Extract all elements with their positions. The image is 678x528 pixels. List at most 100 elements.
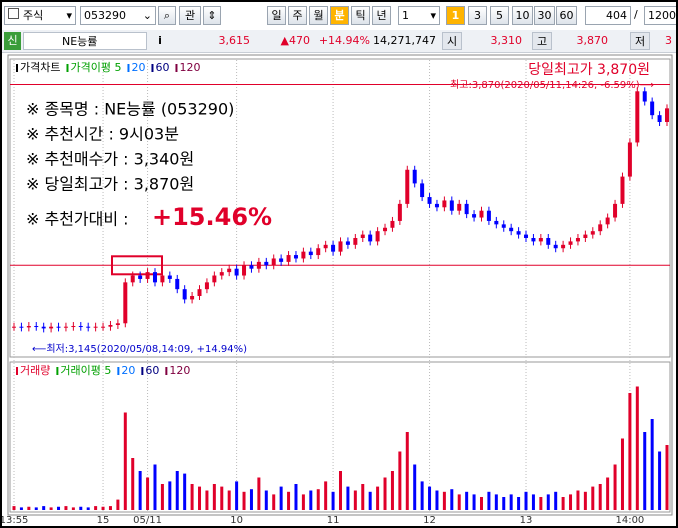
market: 주식 (23, 9, 44, 22)
candle-body (256, 261, 261, 269)
volume-bar (264, 490, 268, 510)
period-button[interactable]: 일 (267, 6, 286, 25)
candle-body (41, 326, 46, 329)
volume-bar (376, 486, 380, 510)
volume-bar (606, 477, 610, 510)
legend-label: 20 (121, 364, 135, 377)
volume-bar (390, 471, 394, 510)
period-button[interactable]: 주 (288, 6, 307, 25)
compare-value: +15.46% (152, 203, 272, 231)
candle-body (175, 278, 180, 290)
volume-bar (279, 486, 283, 510)
interval-select[interactable]: 1 ▾ (398, 6, 440, 25)
interval-button[interactable]: 3 (468, 6, 487, 25)
total-input[interactable]: 1200 (644, 6, 676, 25)
volume-bar (257, 477, 261, 510)
candle-body (509, 227, 514, 232)
volume-bar (450, 489, 454, 510)
legend-swatch (16, 367, 18, 375)
candle-body (308, 251, 313, 256)
period-button[interactable]: 틱 (351, 6, 370, 25)
candle-body (138, 275, 143, 279)
volume-bar (561, 497, 565, 510)
candle-body (397, 203, 402, 221)
x-tick-label: 12 (423, 515, 436, 526)
volume-bar (235, 481, 239, 510)
interest-button[interactable]: 관 (179, 6, 201, 25)
price-panel (9, 58, 671, 358)
market-select[interactable]: 주식 ▾ (4, 6, 76, 25)
interval-value: 1 (402, 9, 409, 22)
candle-body (204, 282, 209, 290)
candle-body (249, 265, 254, 269)
candle-body (531, 238, 536, 242)
candle-body (546, 238, 551, 245)
candle-body (561, 244, 566, 249)
volume-bar (531, 494, 535, 510)
interval-button[interactable]: 10 (512, 6, 533, 25)
interval-button[interactable]: 1 (446, 6, 465, 25)
volume-bar (502, 497, 506, 510)
legend-label: 거래량 (20, 364, 50, 377)
spin-button[interactable]: ⇕ (203, 6, 221, 25)
candle-body (605, 217, 610, 225)
volume-bar (339, 471, 342, 510)
candle-body (293, 255, 298, 259)
candle-body (212, 275, 217, 283)
candle-body (412, 169, 417, 184)
interval-button[interactable]: 5 (490, 6, 509, 25)
candle-body (434, 203, 439, 208)
volume: 14,271,747 (373, 34, 436, 47)
period-button[interactable]: 월 (309, 6, 328, 25)
candle-body (123, 282, 128, 324)
volume-bar (353, 490, 357, 510)
interval-button[interactable]: 30 (534, 6, 555, 25)
period-button[interactable]: 분 (330, 6, 349, 25)
legend-swatch (165, 367, 168, 375)
candle-body (264, 261, 269, 266)
candle-body (316, 248, 321, 256)
code: 053290 (84, 9, 126, 22)
badge: 신 (4, 32, 21, 50)
volume-bar (227, 490, 231, 510)
candle-body (472, 214, 477, 218)
separator: / (634, 8, 638, 21)
candle-body (286, 255, 291, 262)
volume-bar (398, 451, 402, 510)
volume-bar (316, 489, 320, 510)
volume-bar (442, 491, 446, 510)
candle-body (627, 142, 632, 177)
high-note: 최고:3,870(2020/05/11,14:26, -6.59%)⟶ (450, 79, 654, 91)
info-line: ※ 당일최고가 : 3,870원 (26, 175, 194, 194)
volume-bar (287, 491, 291, 510)
volume-bar (138, 471, 142, 510)
legend-label: 120 (169, 364, 190, 377)
volume-bar (539, 497, 543, 510)
search-button[interactable]: ⌕ (158, 6, 176, 25)
candle-body (63, 326, 68, 328)
period-button[interactable]: 년 (372, 6, 391, 25)
volume-bar (123, 412, 127, 510)
highlight-box (111, 255, 163, 276)
candle-body (19, 326, 24, 328)
volume-bar (19, 507, 23, 510)
info-line: ※ 추천매수가 : 3,340원 (26, 150, 194, 169)
interval-button[interactable]: 60 (556, 6, 577, 25)
volume-bar (57, 506, 61, 510)
volume-bar (635, 386, 639, 510)
info-line: ※ 종목명 : NE능률 (053290) (26, 100, 234, 119)
info-button[interactable]: i (158, 34, 162, 47)
legend-label: 거래이평 5 (60, 364, 111, 377)
high-title: 당일최고가 3,870원 (528, 62, 650, 78)
low: 3 (665, 34, 672, 47)
volume-bar (405, 432, 409, 510)
info-line: ※ 추천시간 : 9시03분 (26, 125, 179, 144)
volume-bar (361, 484, 365, 510)
count-input[interactable]: 404 (585, 6, 631, 25)
code-input[interactable]: 053290 ⌄ (80, 6, 156, 25)
candle-body (101, 326, 106, 328)
legend-swatch (151, 64, 154, 72)
volume-bar (346, 486, 350, 510)
